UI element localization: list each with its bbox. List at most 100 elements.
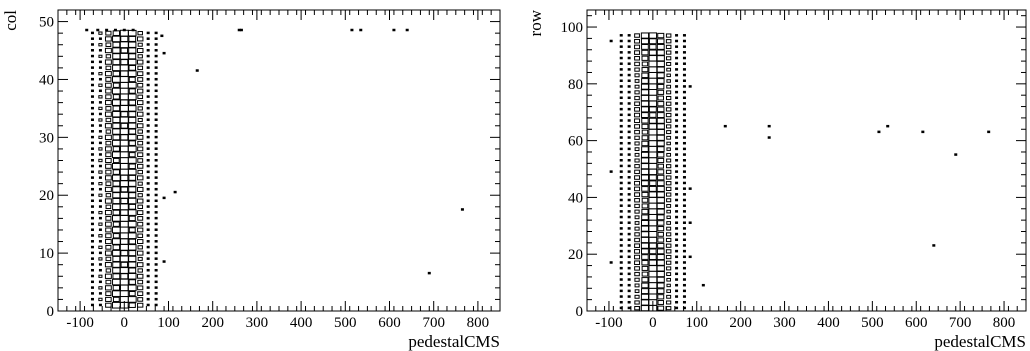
- bin-box: [675, 193, 679, 196]
- bin-box: [111, 151, 121, 159]
- bin-box: [146, 251, 150, 255]
- bin-box: [634, 152, 640, 157]
- bin-box: [119, 168, 129, 176]
- bin-box: [136, 175, 144, 181]
- bin-box: [112, 261, 121, 268]
- bin-box: [137, 106, 143, 111]
- bin-box: [90, 60, 94, 64]
- bin-box: [127, 232, 137, 240]
- bin-box: [90, 147, 94, 150]
- x-tick-label: -100: [595, 315, 623, 331]
- bin-box: [90, 228, 94, 231]
- bin-box: [619, 68, 623, 71]
- bin-box: [648, 66, 658, 73]
- bin-box: [619, 51, 623, 54]
- bin-box: [112, 296, 120, 303]
- bin-box: [665, 33, 672, 38]
- bin-box: [666, 204, 672, 208]
- bin-box: [648, 242, 657, 249]
- bin-box: [98, 135, 103, 139]
- bin-box: [90, 211, 94, 214]
- bin-box: [682, 107, 686, 111]
- bin-box: [619, 300, 623, 304]
- y-tick-label: 20: [568, 247, 583, 263]
- bin-box: [98, 205, 102, 208]
- bin-box: [634, 73, 640, 78]
- bin-box: [146, 211, 150, 214]
- bin-box: [98, 83, 103, 87]
- bin-box: [105, 117, 112, 123]
- bin-box: [627, 283, 631, 287]
- bin-box: [119, 145, 129, 153]
- bin-box: [154, 280, 158, 284]
- x-tick-label: 500: [861, 315, 884, 331]
- bin-box: [154, 193, 158, 197]
- bin-box: [128, 255, 137, 263]
- bin-box: [146, 95, 150, 98]
- bin-box: [146, 187, 150, 191]
- bin-box: [619, 119, 623, 122]
- bin-box: [137, 88, 144, 94]
- bin-box: [119, 226, 129, 234]
- bin-box: [682, 73, 686, 77]
- bin-box: [112, 186, 121, 193]
- bin-box: [648, 117, 657, 124]
- bin-box: [111, 215, 121, 222]
- bin-box: [640, 299, 650, 306]
- bin-box: [137, 71, 144, 77]
- bin-box: [648, 191, 658, 198]
- bin-box: [657, 231, 664, 237]
- bin-box: [657, 305, 665, 311]
- bin-box: [657, 300, 664, 305]
- bin-box: [682, 45, 686, 48]
- bin-box: [675, 300, 679, 304]
- bin-box: [627, 170, 631, 173]
- bin-box: [90, 176, 94, 179]
- bin-box: [682, 147, 686, 151]
- bin-box: [634, 135, 640, 140]
- bin-box: [128, 99, 137, 106]
- bin-box: [627, 68, 631, 71]
- bin-box: [154, 187, 158, 191]
- bin-box: [627, 306, 631, 310]
- bin-box: [105, 163, 112, 169]
- bin-box: [619, 181, 623, 185]
- bin-box: [682, 227, 686, 230]
- bin-box: [619, 164, 623, 168]
- bin-box: [648, 185, 657, 192]
- bin-box: [682, 113, 686, 117]
- bin-box: [98, 89, 102, 93]
- bin-box: [128, 267, 137, 274]
- bin-box: [90, 66, 94, 69]
- bin-box: [105, 100, 112, 106]
- outlier-point: [160, 34, 164, 38]
- bin-box: [146, 303, 150, 307]
- bin-box: [128, 65, 137, 71]
- bin-box: [146, 164, 150, 168]
- bin-box: [128, 163, 136, 170]
- bin-box: [627, 90, 631, 94]
- bin-box: [137, 129, 143, 134]
- bin-box: [111, 238, 121, 245]
- bin-box: [146, 263, 150, 266]
- bin-box: [657, 288, 665, 294]
- bin-box: [627, 79, 631, 82]
- bin-box: [656, 49, 665, 56]
- bin-box: [627, 249, 631, 253]
- bin-box: [154, 130, 158, 133]
- bin-box: [119, 255, 129, 263]
- bin-box: [627, 73, 631, 77]
- bin-box: [119, 214, 129, 222]
- bin-box: [112, 180, 121, 187]
- bin-box: [682, 238, 686, 242]
- bin-box: [98, 245, 103, 249]
- bin-box: [657, 32, 665, 39]
- bin-box: [675, 73, 679, 77]
- bin-box: [627, 51, 631, 54]
- bin-box: [665, 101, 672, 106]
- outlier-point: [350, 28, 354, 32]
- y-tick-label: 0: [576, 304, 584, 320]
- bin-box: [105, 204, 112, 210]
- x-tick-label: 700: [422, 315, 445, 331]
- bin-box: [154, 303, 158, 307]
